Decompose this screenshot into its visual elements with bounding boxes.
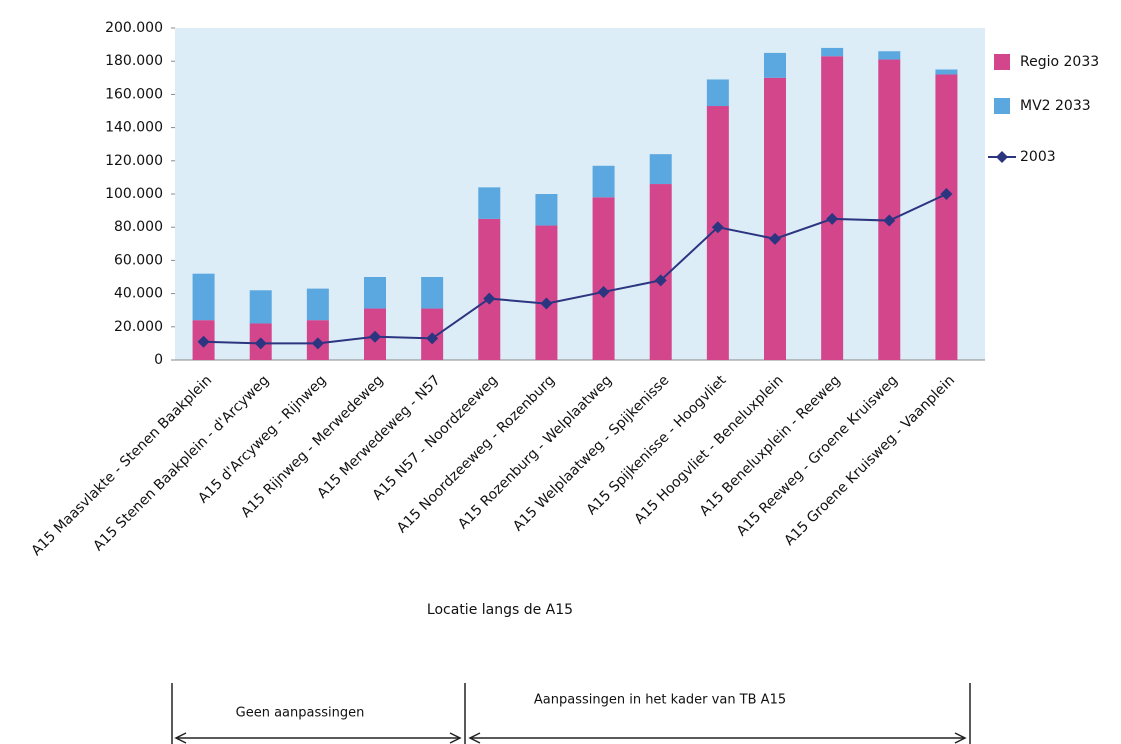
bar xyxy=(935,74,958,360)
bar xyxy=(878,51,901,60)
marker xyxy=(769,232,781,245)
bar xyxy=(535,194,558,226)
marker xyxy=(540,297,553,310)
marker xyxy=(940,188,953,200)
bar xyxy=(821,56,844,360)
bar xyxy=(592,197,615,360)
annotation: Aanpassingen in het kader van TB A15 xyxy=(534,693,786,708)
arrow-head xyxy=(174,732,462,744)
bar xyxy=(649,154,672,185)
x-axis-title: Locatie langs de A15 xyxy=(427,602,573,618)
bar xyxy=(706,79,729,107)
annotation: Geen aanpassingen xyxy=(236,706,365,721)
y-tick-label: 40.000 xyxy=(114,286,163,302)
y-tick-label: 180.000 xyxy=(105,53,163,69)
y-tick-label: 0 xyxy=(154,352,163,368)
y-tick-label: 200.000 xyxy=(105,20,163,36)
y-tick-label: 140.000 xyxy=(105,120,163,136)
marker xyxy=(654,274,667,287)
plot-area xyxy=(175,28,985,360)
bar xyxy=(935,69,958,75)
y-tick-label: 160.000 xyxy=(105,86,163,102)
marker xyxy=(711,221,724,234)
bar xyxy=(821,47,844,57)
bracket xyxy=(171,683,971,744)
marker xyxy=(254,337,267,350)
marker xyxy=(426,332,439,345)
legend-label: 2003 xyxy=(1020,149,1056,165)
marker xyxy=(483,292,496,305)
y-tick-label: 80.000 xyxy=(114,219,163,235)
legend-key xyxy=(994,98,1010,114)
bar xyxy=(192,273,215,321)
bar xyxy=(421,277,444,309)
legend-key xyxy=(994,54,1010,70)
y-tick-label: 60.000 xyxy=(114,252,163,268)
legend-label: Regio 2033 xyxy=(1020,54,1099,70)
y-tick-label: 120.000 xyxy=(105,153,163,169)
y-tick-label: 20.000 xyxy=(114,319,163,335)
bar xyxy=(478,218,501,360)
marker xyxy=(826,212,839,225)
bar xyxy=(764,77,786,361)
bar xyxy=(478,187,501,219)
line xyxy=(203,193,947,345)
bar xyxy=(535,225,558,360)
bar xyxy=(364,277,386,309)
marker xyxy=(311,337,324,350)
marker xyxy=(197,335,210,348)
marker xyxy=(883,214,896,227)
legend-key xyxy=(996,151,1008,163)
legend-label: MV2 2033 xyxy=(1020,98,1091,114)
bar xyxy=(249,290,272,324)
bar xyxy=(592,165,615,198)
arrow-head xyxy=(468,732,967,744)
bar xyxy=(306,288,329,321)
bar xyxy=(878,59,901,360)
bar xyxy=(764,52,786,78)
marker xyxy=(597,285,610,298)
y-tick-label: 100.000 xyxy=(105,186,163,202)
marker xyxy=(369,330,381,343)
bar xyxy=(649,184,672,360)
